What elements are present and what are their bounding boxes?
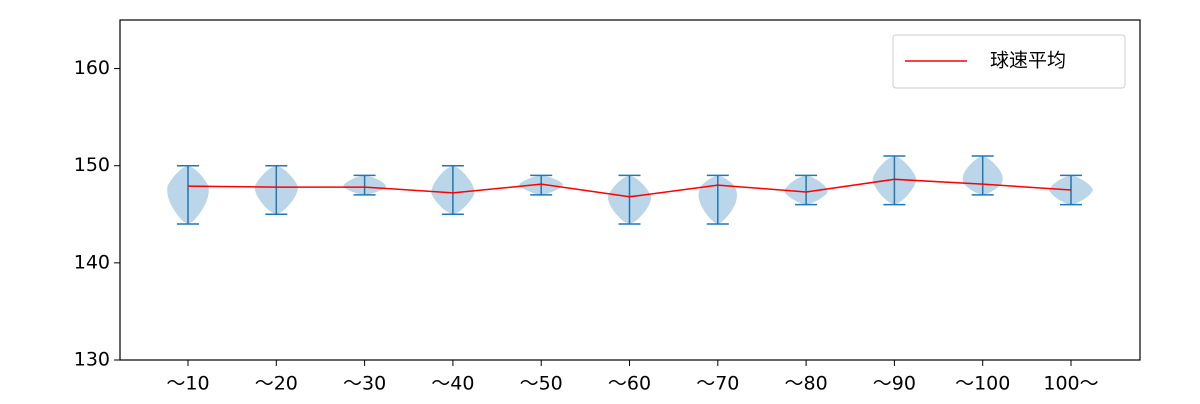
- y-tick-label: 160: [74, 57, 110, 79]
- x-tick-label: ～100: [955, 373, 1010, 395]
- x-tick-label: 100～: [1043, 373, 1098, 395]
- x-tick-label: ～50: [520, 373, 563, 395]
- legend-label: 球速平均: [990, 50, 1066, 72]
- x-tick-label: ～90: [873, 373, 916, 395]
- x-tick-label: ～80: [785, 373, 828, 395]
- y-tick-label: 140: [74, 251, 110, 273]
- x-tick-label: ～40: [431, 373, 474, 395]
- x-tick-label: ～60: [608, 373, 651, 395]
- y-tick-label: 130: [74, 349, 110, 371]
- legend-box: [892, 34, 1126, 89]
- mean-line: [187, 178, 1072, 198]
- y-tick-label: 150: [74, 154, 110, 176]
- x-tick-label: ～20: [255, 373, 298, 395]
- x-tick-label: ～10: [166, 373, 209, 395]
- x-tick-label: ～30: [343, 373, 386, 395]
- x-tick-label: ～70: [696, 373, 739, 395]
